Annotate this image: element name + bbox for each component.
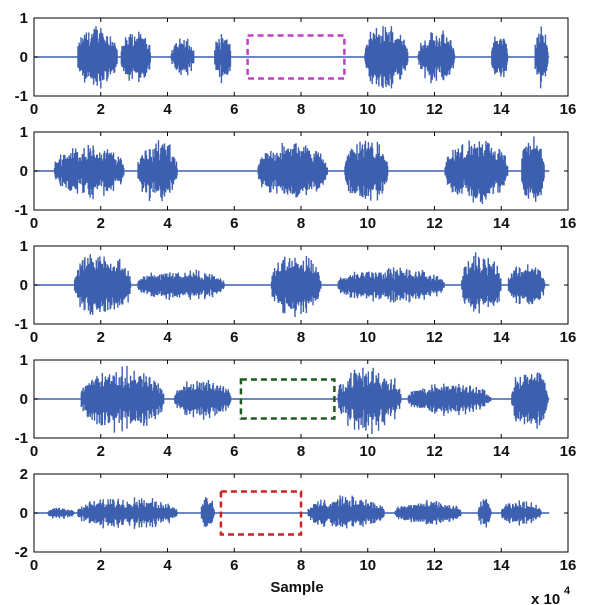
x-tick-label: 10 (359, 443, 376, 460)
y-tick-label: -2 (15, 544, 28, 561)
y-tick-label: 2 (20, 466, 28, 483)
x-tick-label: 12 (426, 329, 443, 346)
x-tick-label: 14 (493, 443, 510, 460)
x-tick-label: 8 (297, 215, 305, 232)
x-multiplier-base: x 10 (531, 591, 560, 605)
x-tick-label: 12 (426, 443, 443, 460)
highlight-box (219, 490, 303, 536)
x-tick-label: 8 (297, 101, 305, 118)
y-tick-label: 0 (20, 49, 28, 66)
y-tick-label: -1 (15, 316, 28, 333)
x-tick-label: 0 (30, 215, 38, 232)
y-tick-label: 1 (20, 352, 28, 369)
y-tick-label: -1 (15, 430, 28, 447)
x-tick-label: 0 (30, 557, 38, 574)
waveform-series (34, 366, 550, 434)
x-tick-label: 12 (426, 215, 443, 232)
x-tick-label: 4 (163, 443, 172, 460)
x-tick-label: 10 (359, 557, 376, 574)
y-tick-label: 1 (20, 124, 28, 141)
x-tick-label: 8 (297, 329, 305, 346)
x-tick-label: 6 (230, 101, 238, 118)
x-tick-label: 6 (230, 215, 238, 232)
x-tick-label: 0 (30, 443, 38, 460)
x-tick-label: 16 (560, 557, 577, 574)
x-tick-label: 16 (560, 101, 577, 118)
x-multiplier-exponent: 4 (564, 585, 571, 597)
x-tick-label: 2 (97, 215, 105, 232)
y-tick-label: 1 (20, 10, 28, 27)
x-tick-label: 0 (30, 101, 38, 118)
x-tick-label: 12 (426, 101, 443, 118)
x-tick-label: 8 (297, 443, 305, 460)
x-tick-label: 2 (97, 443, 105, 460)
x-tick-label: 10 (359, 329, 376, 346)
waveform-series (34, 495, 550, 529)
y-tick-label: 0 (20, 391, 28, 408)
x-tick-label: 14 (493, 215, 510, 232)
x-tick-label: 2 (97, 329, 105, 346)
x-tick-label: 8 (297, 557, 305, 574)
x-tick-label: 4 (163, 101, 172, 118)
y-tick-label: 1 (20, 238, 28, 255)
x-tick-label: 6 (230, 329, 238, 346)
y-tick-label: -1 (15, 202, 28, 219)
x-tick-label: 16 (560, 215, 577, 232)
x-tick-label: 0 (30, 329, 38, 346)
y-tick-label: 0 (20, 505, 28, 522)
x-tick-label: 14 (493, 557, 510, 574)
highlight-box (239, 378, 336, 420)
x-tick-label: 16 (560, 329, 577, 346)
waveform-series (34, 26, 550, 89)
y-tick-label: 0 (20, 277, 28, 294)
y-tick-label: 0 (20, 163, 28, 180)
x-tick-label: 14 (493, 101, 510, 118)
x-tick-label: 4 (163, 215, 172, 232)
y-tick-label: -1 (15, 88, 28, 105)
x-tick-label: 10 (359, 215, 376, 232)
x-tick-label: 16 (560, 443, 577, 460)
waveform-series (34, 136, 550, 205)
x-axis-label: Sample (270, 579, 323, 596)
x-tick-label: 6 (230, 557, 238, 574)
waveform-series (34, 252, 550, 318)
x-tick-label: 2 (97, 557, 105, 574)
x-tick-label: 6 (230, 443, 238, 460)
x-tick-label: 10 (359, 101, 376, 118)
x-tick-label: 2 (97, 101, 105, 118)
x-tick-label: 4 (163, 557, 172, 574)
x-tick-label: 14 (493, 329, 510, 346)
x-tick-label: 4 (163, 329, 172, 346)
x-tick-label: 12 (426, 557, 443, 574)
